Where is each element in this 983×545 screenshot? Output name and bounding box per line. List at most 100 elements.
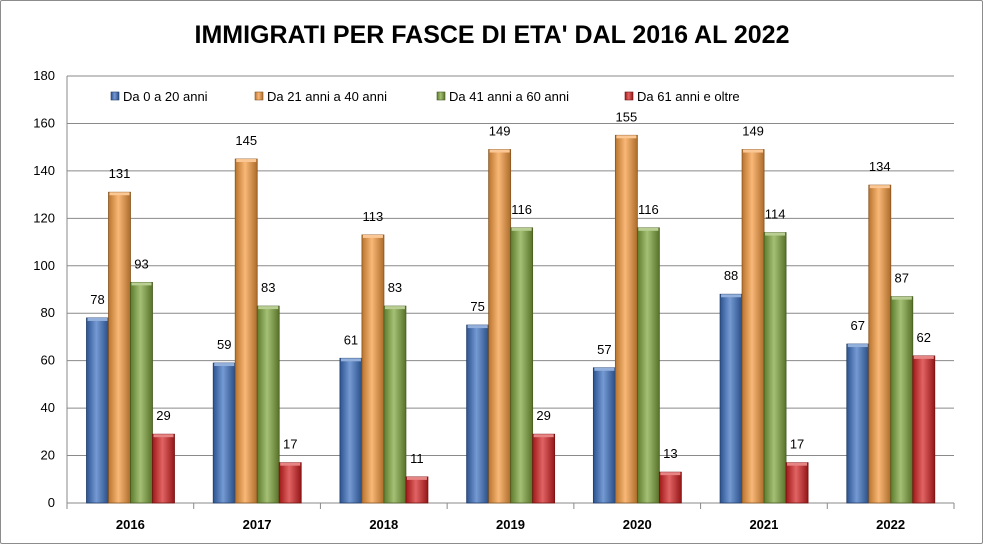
legend-swatch [624,91,634,101]
data-label: 116 [511,202,532,217]
bar-top-highlight [616,135,637,139]
bar-top-highlight [511,227,532,231]
data-label: 59 [217,337,231,352]
y-tick-label: 20 [41,448,55,463]
bar [741,149,765,504]
x-tick-label: 2022 [876,517,905,532]
bar-top-highlight [891,296,912,300]
bar [785,462,809,504]
bar-top-highlight [467,325,488,329]
data-label: 17 [283,437,297,452]
bar [212,362,236,504]
bar-top-highlight [869,185,890,189]
bar [405,476,429,504]
legend: Da 0 a 20 anni Da 21 anni a 40 anni Da 41 … [110,89,740,104]
data-label: 17 [790,437,804,452]
data-label: 67 [851,318,865,333]
data-label: 113 [363,209,384,224]
bar-top-highlight [787,462,808,466]
y-tick-label: 140 [33,163,55,178]
bar [152,433,175,504]
legend-swatch [110,91,120,101]
bar-top-highlight [847,344,868,348]
y-tick-label: 0 [48,495,55,510]
bar [108,191,131,504]
data-label: 93 [134,256,148,271]
bar [488,149,512,504]
bar [890,296,914,504]
data-label: 114 [765,207,786,222]
bar [636,227,660,504]
bar [592,367,616,504]
x-tick-label: 2018 [369,517,398,532]
bar [278,462,302,504]
data-label: 13 [663,446,677,461]
legend-label: Da 0 a 20 anni [123,89,208,104]
data-label: 83 [388,280,402,295]
chart-title: IMMIGRATI PER FASCE DI ETA' DAL 2016 AL … [195,21,790,49]
bar-top-highlight [489,149,510,153]
bar-top-highlight [743,149,764,153]
bar [466,324,490,504]
bar [868,184,892,504]
bar-top-highlight [280,462,301,466]
bar-top-highlight [131,282,152,286]
data-label: 78 [90,292,104,307]
y-tick-label: 80 [41,305,55,320]
bar-top-highlight [765,232,786,236]
bar [719,293,743,504]
legend-swatch [254,91,264,101]
bar-top-highlight [362,234,383,238]
data-label: 155 [616,109,638,124]
bar-top-highlight [236,159,257,163]
bar-top-highlight [638,227,659,231]
data-label: 57 [597,342,611,357]
bar-top-highlight [340,358,361,362]
bar-top-highlight [406,476,427,480]
data-label: 11 [410,451,424,466]
y-tick-label: 180 [33,68,55,83]
bar [383,305,407,504]
bar [339,357,363,504]
x-tick-label: 2016 [116,517,145,532]
data-label: 83 [261,280,275,295]
legend-label: Da 21 anni a 40 anni [267,89,387,104]
bar-top-highlight [384,306,405,310]
data-label: 29 [536,408,550,423]
data-label: 75 [470,299,484,314]
y-tick-label: 100 [33,258,55,273]
bar-top-highlight [533,434,554,438]
bar [130,281,153,504]
bars [86,134,936,504]
data-label: 88 [724,268,738,283]
y-tick-label: 60 [41,353,55,368]
legend-swatch [436,91,446,101]
bar [86,317,109,504]
bar-top-highlight [109,192,130,196]
data-label: 116 [638,202,659,217]
y-tick-label: 40 [41,400,55,415]
legend-label: Da 61 anni e oltre [637,89,740,104]
bar [361,234,385,504]
x-tick-label: 2021 [749,517,778,532]
bar-top-highlight [594,367,615,371]
bar-top-highlight [660,472,681,476]
bar [532,433,556,504]
legend-label: Da 41 anni a 60 anni [449,89,569,104]
data-label: 149 [489,124,511,139]
data-label: 134 [869,159,891,174]
data-label: 87 [895,271,909,286]
data-labels: 78 131 93 29 59 145 83 17 61 113 83 11 75 149 116 29 57 1… [90,109,931,466]
bar [912,355,936,504]
bar-top-highlight [258,306,279,310]
bar-top-highlight [153,434,174,438]
data-label: 62 [917,330,931,345]
y-tick-label: 120 [33,210,55,225]
bar [763,232,787,504]
data-label: 29 [156,408,170,423]
data-label: 149 [742,124,764,139]
bar [234,158,258,504]
x-tick-label: 2020 [623,517,652,532]
bar [256,305,280,504]
